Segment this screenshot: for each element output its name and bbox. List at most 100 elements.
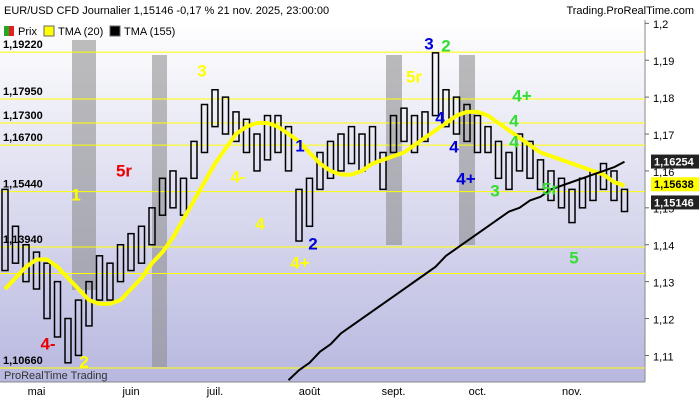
price-bar (337, 133, 345, 172)
price-bar (389, 114, 398, 154)
price-box-label: 1,15638 (654, 179, 694, 191)
price-bar (263, 114, 272, 161)
price-bar (526, 140, 534, 180)
price-bar (547, 170, 555, 202)
wave-label: 2 (79, 352, 88, 371)
wave-label: 4 (509, 111, 519, 130)
legend-label: TMA (20) (58, 26, 103, 38)
price-bar (421, 111, 429, 143)
legend-swatch (4, 26, 9, 36)
price-bar (557, 177, 566, 209)
shaded-zones (72, 40, 475, 367)
price-bar (568, 188, 576, 224)
price-bar (484, 125, 492, 154)
price-bar (106, 262, 114, 301)
price-bar (11, 225, 20, 264)
level-label: 1,17950 (3, 86, 43, 98)
wave-label: 4 (255, 214, 265, 233)
wave-label: 3 (490, 181, 499, 200)
title: EUR/USD CFD Journalier 1,15146 -0,17 % 2… (4, 5, 329, 17)
price-bar (169, 170, 177, 209)
source: Trading.ProRealTime.com (566, 5, 694, 17)
x-tick-label: juil. (206, 386, 224, 398)
price-box (651, 195, 699, 210)
wave-label: 4+ (512, 86, 531, 105)
ma-line (287, 160, 625, 381)
wave-label: 1 (295, 136, 304, 155)
price-bar (494, 140, 503, 180)
zone (459, 55, 475, 245)
price-bar (85, 280, 93, 327)
wave-label: 1 (71, 185, 80, 204)
wave-label: 2 (308, 234, 317, 253)
price-bar (515, 133, 524, 172)
price-bar (200, 103, 209, 154)
y-tick-label: 1,11 (653, 351, 674, 363)
wave-label: 4 (435, 108, 445, 127)
y-tick-label: 1,18 (653, 93, 674, 105)
level-label: 1,16700 (3, 132, 43, 144)
level-label: 1,17300 (3, 110, 43, 122)
wave-label: 4- (230, 167, 245, 186)
zone (72, 40, 96, 290)
price-bar (242, 118, 251, 154)
wave-label: 5r (542, 179, 558, 198)
wave-label: 4 (449, 137, 459, 156)
price-bar (347, 125, 356, 165)
price-bar (400, 107, 408, 143)
price-bar (53, 280, 62, 338)
y-tick-label: 1,12 (653, 314, 674, 326)
zone (386, 55, 402, 245)
wave-label: 5 (569, 248, 578, 267)
x-tick-label: nov. (562, 386, 582, 398)
watermark: ProRealTime Trading (4, 370, 108, 382)
wave-label: 5r (406, 67, 422, 86)
price-bar (274, 114, 282, 154)
price-bar (232, 111, 240, 143)
price-bar (137, 225, 146, 264)
price-bar (431, 52, 440, 117)
x-tick-label: sept. (382, 386, 406, 398)
y-tick-label: 1,16 (653, 167, 674, 179)
legend-swatch (43, 25, 55, 37)
price-bar (1, 188, 9, 272)
price-box (651, 177, 699, 192)
price-bar (379, 151, 387, 191)
price-bar (95, 255, 104, 301)
price-bar (463, 103, 471, 143)
wave-label: 4- (40, 334, 55, 353)
x-tick-label: mai (28, 386, 46, 398)
price-bar (74, 299, 83, 357)
wave-label: 5r (116, 161, 132, 180)
price-box (651, 154, 699, 169)
price-bar (284, 125, 293, 172)
ma-line (3, 109, 626, 306)
price-bar (505, 151, 513, 191)
y-tick-label: 1,19 (653, 56, 674, 68)
price-bar (211, 88, 219, 128)
price-bar (190, 140, 198, 180)
price-bar (610, 170, 618, 202)
price-box-label: 1,16254 (654, 156, 695, 168)
price-bar (295, 188, 303, 242)
wave-label: 3 (424, 34, 433, 53)
level-label: 1,19220 (3, 39, 43, 51)
price-bar (620, 188, 629, 213)
y-tick-label: 1,17 (653, 130, 674, 142)
legend-swatch (9, 26, 14, 36)
wave-label: 2 (441, 36, 450, 55)
wave-label: 4+ (290, 253, 309, 272)
price-bar (316, 151, 324, 191)
legend-label: Prix (18, 26, 37, 38)
x-tick-label: juin (121, 386, 139, 398)
x-tick-label: août (299, 386, 320, 398)
price-bar (442, 88, 450, 128)
wave-label: 3 (197, 61, 206, 80)
price-bar (32, 251, 41, 290)
price-bar (305, 177, 314, 228)
level-label: 1,10660 (3, 355, 43, 367)
price-bar (326, 140, 335, 180)
price-bar (127, 232, 135, 272)
price-bar (64, 317, 72, 364)
